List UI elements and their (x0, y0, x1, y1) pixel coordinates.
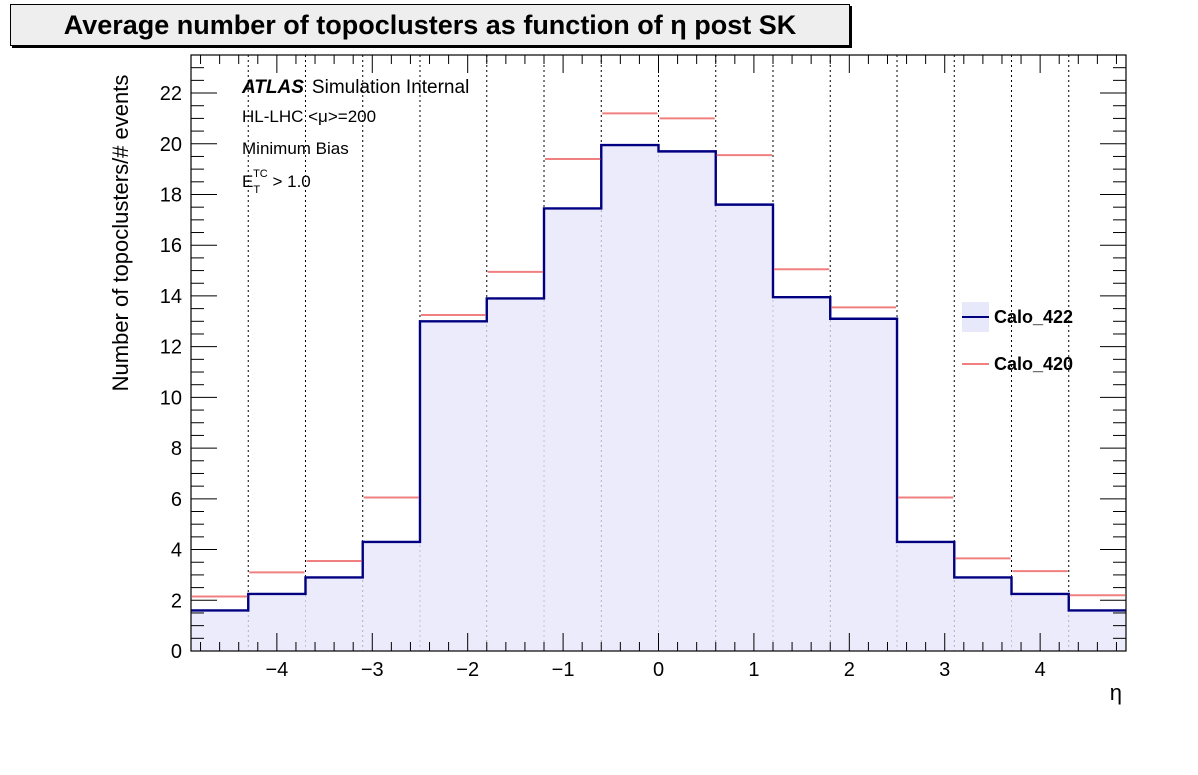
x-tick-label: 2 (844, 659, 855, 681)
x-tick-label: 1 (748, 659, 759, 681)
annotation-block: ATLAS Simulation Internal HL-LHC <μ>=200 … (241, 77, 469, 196)
atlas-suffix: Simulation Internal (312, 77, 469, 98)
y-axis-label: Number of topoclusters/# events (108, 75, 133, 392)
chart-title: Average number of topoclusters as functi… (10, 4, 850, 46)
y-tick-label: 22 (160, 83, 182, 105)
energy-cut-label: ETTC > 1.0 (242, 168, 311, 196)
bar-calo-422 (830, 318, 898, 651)
y-tick-label: 14 (160, 286, 182, 308)
bar-calo-422 (772, 297, 831, 651)
y-tick-label: 12 (160, 337, 182, 359)
x-tick-label: −4 (265, 659, 288, 681)
bar-calo-422 (715, 204, 773, 652)
x-tick-label: 0 (653, 659, 664, 681)
x-tick-label: 4 (1035, 659, 1046, 681)
legend: Calo_422 Calo_420 (962, 302, 1073, 374)
y-tick-label: 16 (160, 235, 182, 257)
atlas-label: ATLAS Simulation Internal (241, 77, 469, 98)
x-tick-label: −2 (456, 659, 479, 681)
sample-label: Minimum Bias (242, 139, 349, 158)
bar-calo-422 (544, 208, 602, 651)
bar-calo-422 (305, 577, 363, 651)
x-tick-label: −3 (361, 659, 384, 681)
bar-calo-422 (954, 577, 1012, 651)
y-tick-label: 8 (171, 438, 182, 460)
series-line-calo-422 (191, 143, 1126, 612)
y-tick-label: 4 (171, 540, 182, 562)
bar-calo-422 (419, 321, 487, 651)
y-tick-label: 20 (160, 134, 182, 156)
pileup-label: HL-LHC <μ>=200 (242, 107, 376, 126)
x-axis-label: η (1110, 680, 1122, 705)
atlas-text: ATLAS (241, 77, 304, 98)
bar-calo-422 (601, 145, 659, 651)
y-tick-label: 2 (171, 590, 182, 612)
bar-calo-422 (486, 298, 545, 651)
bar-calo-422 (658, 151, 716, 652)
x-tick-label: −1 (552, 659, 575, 681)
y-tick-label: 10 (160, 387, 182, 409)
y-tick-label: 0 (171, 641, 182, 663)
legend-label-calo-422: Calo_422 (994, 307, 1073, 327)
bar-calo-422 (362, 541, 420, 651)
x-tick-label: 3 (939, 659, 950, 681)
y-tick-label: 18 (160, 184, 182, 206)
legend-label-calo-420: Calo_420 (994, 354, 1073, 374)
bar-calo-422 (897, 541, 955, 651)
y-tick-label: 6 (171, 489, 182, 511)
